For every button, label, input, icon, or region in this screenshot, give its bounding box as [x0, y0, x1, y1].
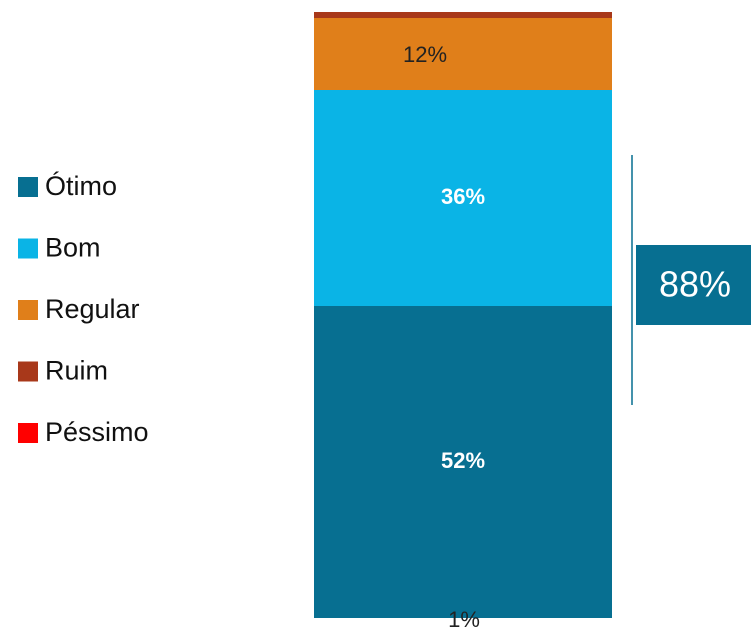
bar-segment	[314, 306, 612, 618]
legend-label: Péssimo	[45, 417, 149, 447]
data-label: 1%	[448, 607, 480, 629]
legend-label: Regular	[45, 294, 140, 324]
legend-label: Bom	[45, 233, 101, 263]
data-label: 12%	[403, 42, 447, 67]
legend-swatch	[18, 177, 38, 197]
bar-segment	[314, 12, 612, 18]
legend-swatch	[18, 300, 38, 320]
bar-segment	[314, 18, 612, 90]
legend-swatch	[18, 361, 38, 382]
legend-swatch	[18, 238, 38, 259]
legend-label: Ótimo	[45, 170, 117, 201]
data-label: 36%	[441, 184, 485, 209]
annotation: 88%	[659, 264, 731, 305]
legend-label: Ruim	[45, 356, 108, 386]
bar-segment	[314, 90, 612, 306]
annotation-box	[636, 245, 751, 325]
data-label: 52%	[441, 448, 485, 473]
legend-swatch	[18, 423, 38, 443]
